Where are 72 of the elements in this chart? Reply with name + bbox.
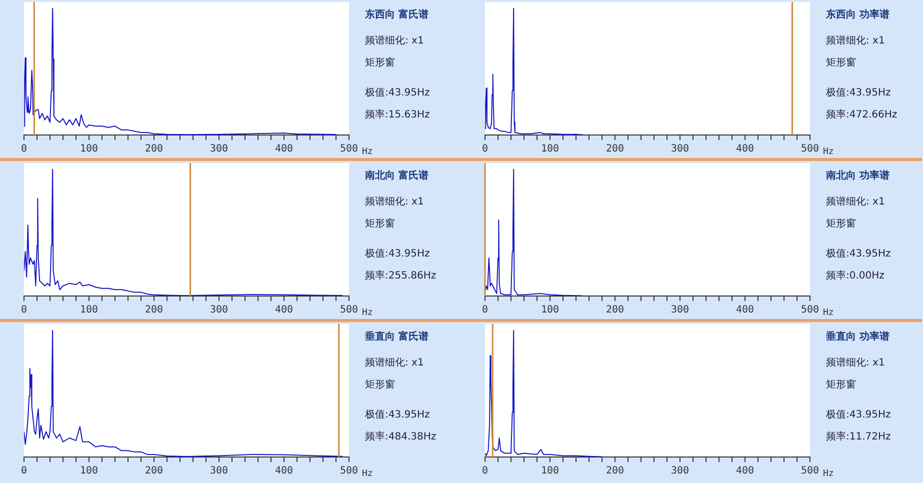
x-tick-label: 100 bbox=[80, 144, 98, 155]
text: 矩形窗 bbox=[365, 218, 395, 230]
text: 极值:43.95Hz bbox=[364, 86, 430, 99]
x-tick-label: 0 bbox=[20, 304, 28, 316]
x-tick-label: 300 bbox=[670, 144, 690, 155]
text: 频谱细化: x1 bbox=[826, 356, 885, 369]
x-tick-label: 300 bbox=[670, 466, 690, 477]
text: 频率:484.38Hz bbox=[365, 430, 436, 443]
x-tick-label: 400 bbox=[274, 144, 294, 155]
x-axis-title: Hz bbox=[823, 468, 834, 479]
text: 矩形窗 bbox=[365, 378, 395, 391]
x-tick-label: 0 bbox=[482, 144, 488, 155]
text: 频谱细化: x1 bbox=[365, 356, 424, 369]
text: 极值:43.95Hz bbox=[825, 86, 891, 99]
text: 矩形窗 bbox=[826, 56, 856, 69]
x-tick-label: 500 bbox=[340, 304, 358, 316]
x-tick-label: 200 bbox=[144, 304, 164, 316]
text: 东西向 富氏谱 bbox=[364, 8, 428, 21]
x-tick-label: 400 bbox=[274, 466, 294, 477]
text: 频谱细化: x1 bbox=[365, 34, 424, 47]
x-tick-label: 0 bbox=[482, 466, 488, 477]
x-tick-label: 300 bbox=[210, 144, 228, 155]
x-tick-label: 100 bbox=[80, 304, 98, 316]
text: 东西向 功率谱 bbox=[825, 8, 890, 21]
x-tick-label: 500 bbox=[340, 466, 358, 477]
text: 极值:43.95Hz bbox=[825, 408, 891, 421]
x-axis-title: Hz bbox=[823, 308, 834, 318]
text: 矩形窗 bbox=[365, 56, 395, 69]
x-axis-title: Hz bbox=[362, 468, 373, 479]
x-tick-label: 100 bbox=[540, 144, 560, 155]
text: 极值:43.95Hz bbox=[364, 408, 430, 421]
text: 频率:472.66Hz bbox=[826, 108, 898, 121]
x-tick-label: 200 bbox=[606, 144, 624, 155]
x-axis-title: Hz bbox=[362, 146, 373, 157]
x-axis-title: Hz bbox=[362, 308, 373, 318]
x-tick-label: 400 bbox=[736, 304, 754, 316]
x-tick-label: 400 bbox=[274, 304, 294, 316]
text: 极值:43.95Hz bbox=[825, 248, 891, 260]
x-tick-label: 100 bbox=[540, 466, 560, 477]
x-tick-label: 500 bbox=[800, 304, 820, 316]
text: 垂直向 功率谱 bbox=[825, 330, 890, 343]
x-tick-label: 400 bbox=[736, 466, 754, 477]
text: 垂直向 富氏谱 bbox=[364, 330, 428, 343]
x-tick-label: 200 bbox=[606, 304, 624, 316]
text: 频谱细化: x1 bbox=[826, 34, 885, 47]
text: 频谱细化: x1 bbox=[826, 196, 885, 208]
text: 矩形窗 bbox=[826, 378, 856, 391]
x-tick-label: 300 bbox=[210, 304, 228, 316]
x-tick-label: 200 bbox=[144, 466, 164, 477]
x-tick-label: 400 bbox=[736, 144, 754, 155]
x-axis-title: Hz bbox=[823, 146, 834, 157]
text: 频谱细化: x1 bbox=[365, 196, 424, 208]
text: 频率:11.72Hz bbox=[826, 430, 891, 443]
x-tick-label: 500 bbox=[800, 466, 820, 477]
x-tick-label: 200 bbox=[606, 466, 624, 477]
text: 南北向 功率谱 bbox=[825, 170, 890, 182]
x-tick-label: 100 bbox=[80, 466, 98, 477]
x-tick-label: 0 bbox=[20, 144, 28, 155]
x-tick-label: 100 bbox=[540, 304, 560, 316]
text: 频率:0.00Hz bbox=[826, 270, 884, 282]
x-tick-label: 0 bbox=[482, 304, 488, 316]
text: 频率:15.63Hz bbox=[365, 108, 430, 121]
x-tick-label: 500 bbox=[800, 144, 820, 155]
text: 南北向 富氏谱 bbox=[364, 170, 428, 182]
x-tick-label: 200 bbox=[144, 144, 164, 155]
x-tick-label: 300 bbox=[210, 466, 228, 477]
text: 矩形窗 bbox=[826, 218, 856, 230]
text: 频率:255.86Hz bbox=[365, 270, 436, 282]
x-tick-label: 0 bbox=[20, 466, 28, 477]
x-tick-label: 500 bbox=[340, 144, 358, 155]
text: 极值:43.95Hz bbox=[364, 248, 430, 260]
x-tick-label: 300 bbox=[670, 304, 690, 316]
